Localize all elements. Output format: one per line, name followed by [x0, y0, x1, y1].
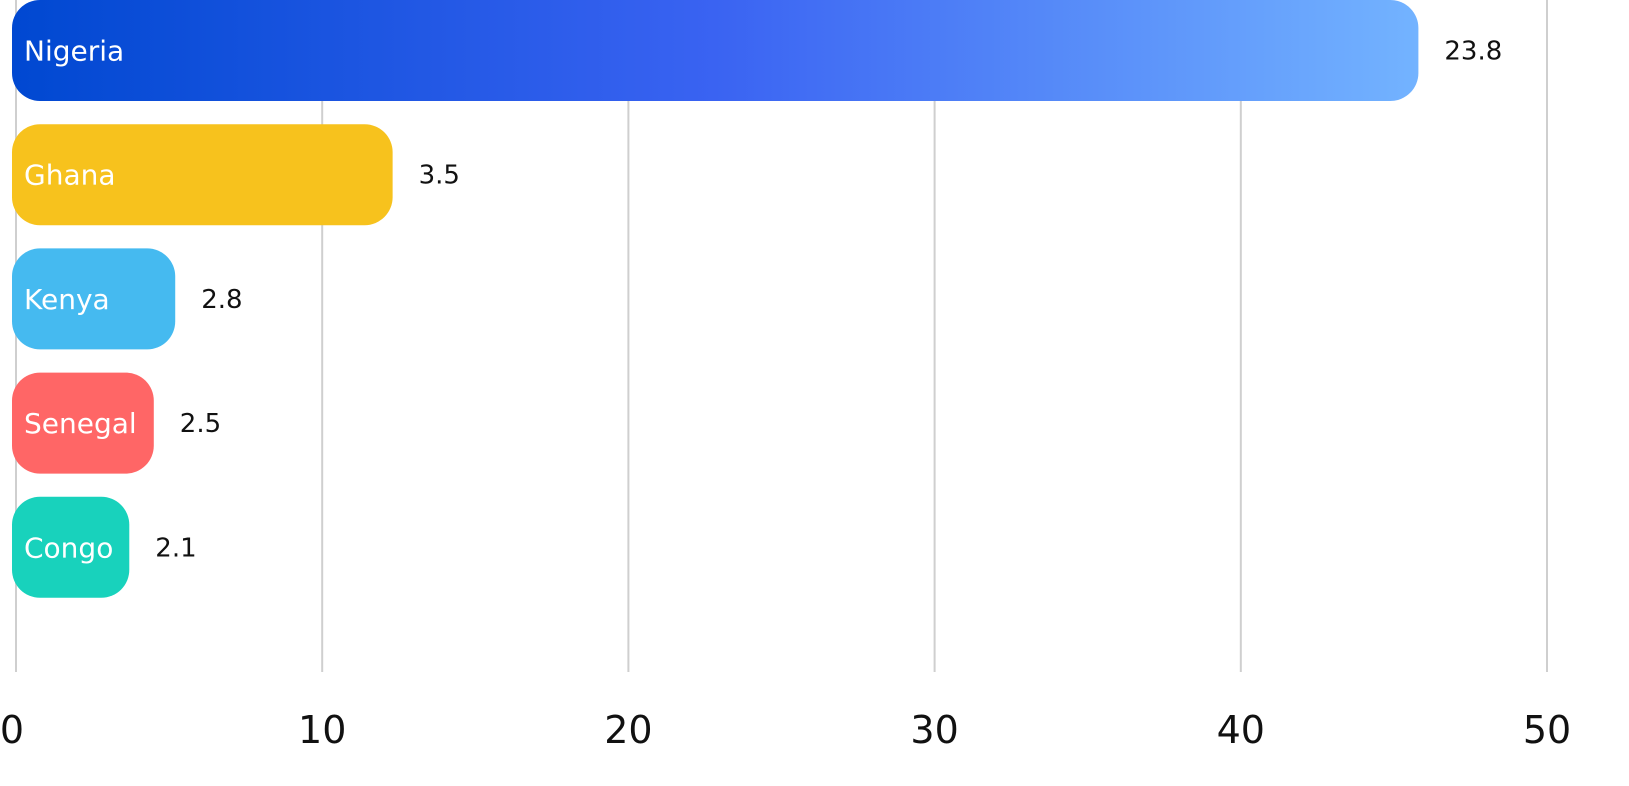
x-axis: 0 10 20 30 40 50 — [0, 708, 1571, 752]
x-tick-label: 40 — [1217, 708, 1265, 752]
x-tick-label: 20 — [604, 708, 652, 752]
value-label-ghana: 3.5 — [419, 161, 460, 191]
value-label-congo: 2.1 — [155, 533, 196, 563]
value-label-nigeria: 23.8 — [1444, 37, 1502, 67]
bar-label-congo: Congo — [24, 531, 113, 564]
bar-senegal — [12, 372, 154, 474]
bar-label-kenya: Kenya — [24, 283, 110, 316]
bar-kenya — [12, 248, 176, 350]
bars-layer: Nigeria 23.8 Ghana 3.5 Kenya 2.8 Senegal 2.5 Con… — [12, 0, 1502, 598]
value-label-senegal: 2.5 — [180, 409, 221, 439]
x-tick-label: 30 — [910, 708, 958, 752]
bar-label-senegal: Senegal — [24, 407, 137, 440]
x-tick-label: 10 — [298, 708, 346, 752]
bar-ghana — [12, 124, 393, 226]
bar-congo — [12, 496, 130, 598]
x-tick-label: 0 — [0, 708, 24, 752]
x-tick-label: 50 — [1523, 708, 1571, 752]
bar-label-ghana: Ghana — [24, 159, 116, 192]
value-label-kenya: 2.8 — [201, 285, 242, 315]
bar-label-nigeria: Nigeria — [24, 35, 124, 68]
bar-nigeria — [12, 0, 1419, 101]
